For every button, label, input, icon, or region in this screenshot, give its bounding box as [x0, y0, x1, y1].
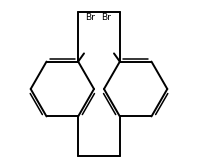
- Text: Br: Br: [102, 13, 111, 22]
- Text: Br: Br: [85, 13, 95, 22]
